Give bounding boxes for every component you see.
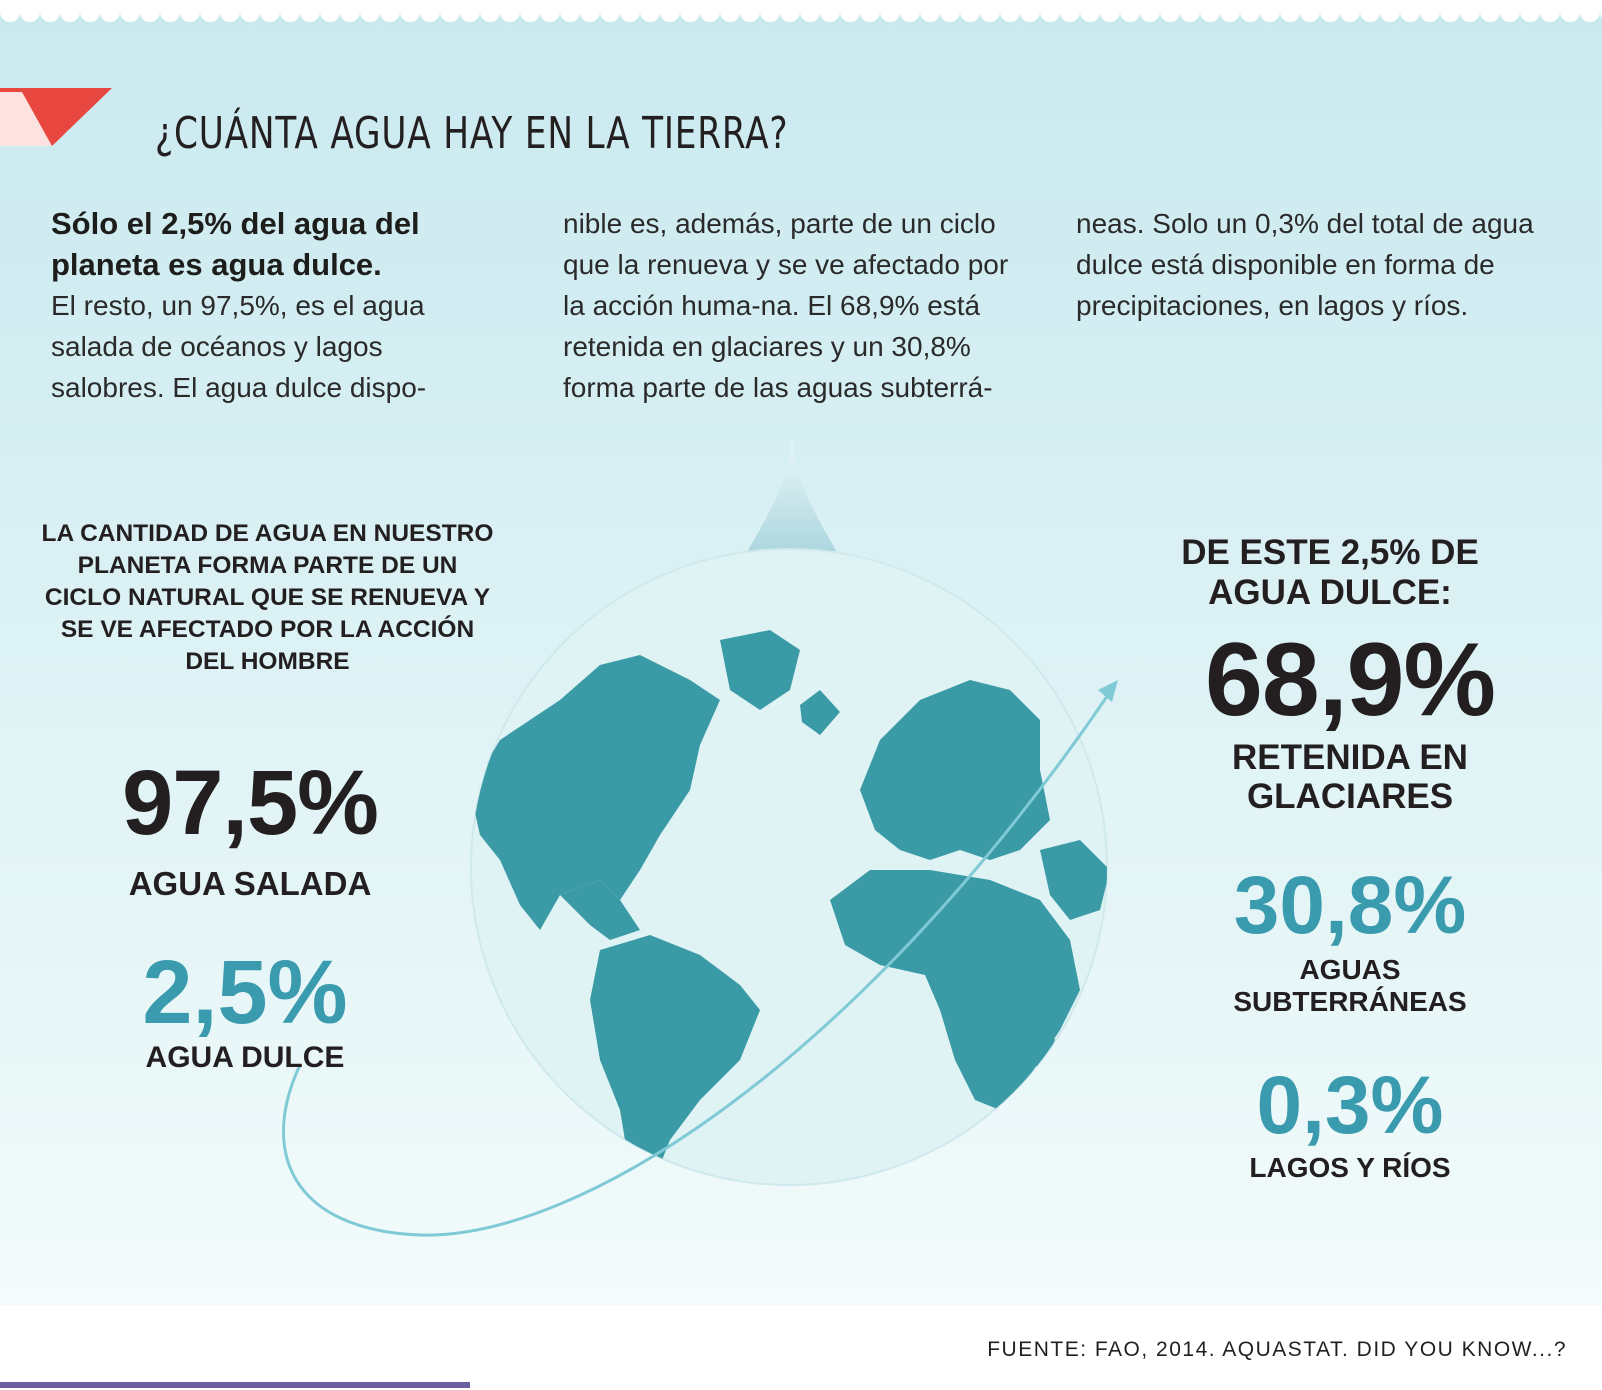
salt-water-label: AGUA SALADA [128, 865, 372, 902]
infographic-panel: ¿CUÁNTA AGUA HAY EN LA TIERRA? Sólo el 2… [0, 0, 1602, 1305]
arrow-head-icon [1098, 680, 1118, 702]
intro-column-2: nible es, además, parte de un ciclo que … [563, 208, 1009, 403]
lakes-rivers-value: 0,3% [1256, 1060, 1444, 1151]
asia-edge-shape [1040, 840, 1107, 920]
lakes-rivers-label: LAGOS Y RÍOS [1249, 1152, 1451, 1183]
page-title: ¿CUÁNTA AGUA HAY EN LA TIERRA? [155, 108, 789, 159]
red-triangle-marker [0, 88, 112, 146]
footer-rule [0, 1382, 470, 1388]
intro-column-1: Sólo el 2,5% del agua del planeta es agu… [51, 203, 501, 408]
madagascar-shape [1030, 1020, 1055, 1070]
cycle-caption: LA CANTIDAD DE AGUA EN NUESTRO PLANETA F… [41, 520, 494, 675]
wave-border [0, 0, 1602, 22]
groundwater-value: 30,8% [1233, 860, 1467, 951]
glacier-label: RETENIDA EN GLACIARES [1232, 738, 1468, 816]
groundwater-label: AGUAS SUBTERRÁNEAS [1233, 954, 1467, 1017]
source-credit: FUENTE: FAO, 2014. AQUASTAT. DID YOU KNO… [987, 1338, 1567, 1361]
intro-col1-text: El resto, un 97,5%, es el agua salada de… [51, 290, 427, 403]
globe-illustration: ? [282, 440, 1118, 1237]
fresh-water-value: 2,5% [142, 943, 348, 1043]
europe-shape [860, 680, 1050, 860]
glacier-value: 68,9% [1205, 622, 1496, 738]
central-america-shape [560, 880, 640, 940]
fresh-water-label: AGUA DULCE [145, 1041, 345, 1074]
intro-lead: Sólo el 2,5% del agua del planeta es agu… [51, 206, 420, 282]
north-america-shape [471, 655, 720, 930]
africa-shape [830, 870, 1080, 1110]
freshwater-heading: DE ESTE 2,5% DE AGUA DULCE: [1181, 533, 1479, 612]
scallop-edge [0, 0, 1602, 22]
orbit-arrow [282, 691, 1112, 1237]
salt-water-value: 97,5% [122, 752, 379, 854]
island-shape [800, 690, 840, 735]
greenland-shape [720, 630, 800, 710]
intro-column-3: neas. Solo un 0,3% del total de agua dul… [1076, 208, 1534, 321]
